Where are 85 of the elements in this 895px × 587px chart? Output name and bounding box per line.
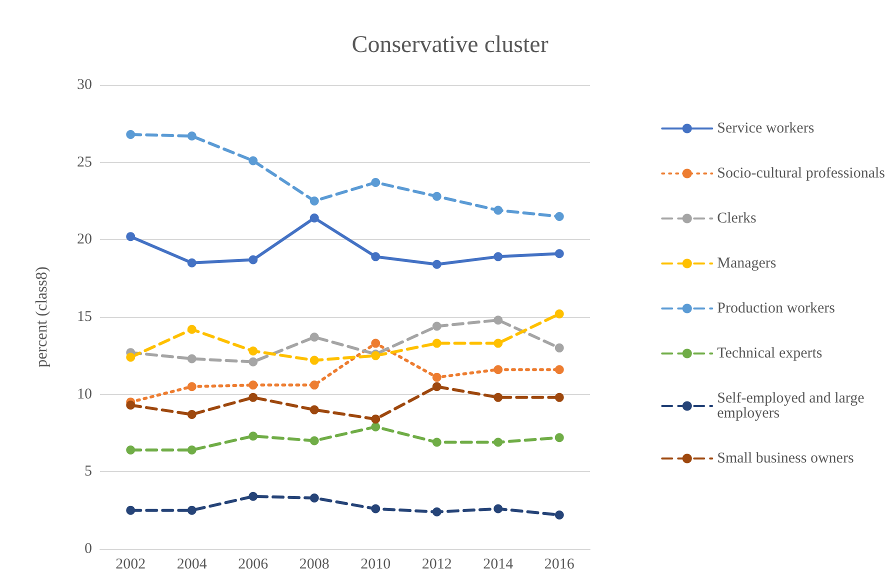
legend-label: Clerks: [717, 210, 756, 226]
x-tick-label: 2014: [483, 556, 514, 572]
point: [187, 258, 196, 268]
y-tick-label: 25: [77, 154, 92, 170]
point: [310, 332, 319, 342]
point: [554, 212, 564, 221]
point: [126, 446, 136, 455]
y-axis-title: percent (class8): [34, 266, 50, 368]
point: [310, 356, 319, 365]
point: [126, 506, 136, 515]
point: [248, 156, 258, 166]
point: [126, 352, 136, 362]
point: [187, 382, 196, 392]
point: [371, 252, 380, 262]
point: [310, 493, 319, 502]
point: [187, 446, 196, 455]
point: [554, 343, 564, 352]
x-tick-label: 2012: [422, 556, 452, 572]
point: [187, 410, 196, 419]
point: [248, 492, 258, 501]
point: [248, 432, 258, 441]
point: [432, 322, 442, 331]
point: [494, 316, 503, 325]
point: [310, 196, 319, 206]
legend-label: Service workers: [717, 120, 814, 136]
point: [554, 365, 564, 374]
x-tick-label: 2016: [544, 556, 575, 572]
point: [554, 510, 564, 520]
point: [187, 132, 196, 141]
point: [371, 178, 380, 187]
legend-label: Small business owners: [717, 450, 854, 466]
point: [432, 438, 442, 447]
point: [248, 392, 258, 402]
point: [494, 338, 503, 348]
point: [432, 507, 442, 516]
point: [554, 392, 564, 402]
x-tick-label: 2006: [238, 556, 269, 572]
point: [126, 232, 136, 242]
point: [554, 249, 564, 258]
point: [310, 380, 319, 390]
point: [432, 260, 442, 269]
point: [494, 504, 503, 514]
x-tick-label: 2002: [116, 556, 146, 572]
point: [371, 414, 380, 424]
point: [432, 192, 442, 201]
point: [432, 372, 442, 382]
legend-label: Socio-cultural professionals: [717, 166, 886, 182]
point: [310, 214, 319, 223]
chart-title: Conservative cluster: [352, 32, 548, 58]
point: [554, 433, 564, 442]
point: [432, 382, 442, 392]
point: [310, 436, 319, 446]
point: [371, 422, 380, 432]
y-tick-label: 0: [84, 541, 92, 557]
x-tick-label: 2010: [360, 556, 391, 572]
x-tick-label: 2004: [176, 556, 208, 572]
point: [371, 338, 380, 348]
point: [494, 392, 503, 402]
point: [187, 354, 196, 364]
point: [432, 338, 442, 348]
legend-label: Managers: [717, 256, 776, 272]
point: [248, 357, 258, 366]
point: [248, 346, 258, 356]
point: [126, 130, 136, 139]
point: [310, 405, 319, 414]
point: [248, 380, 258, 390]
y-tick-label: 5: [84, 464, 92, 480]
y-tick-label: 10: [77, 386, 92, 402]
point: [494, 365, 503, 374]
legend-label: Production workers: [717, 300, 836, 316]
y-tick-label: 20: [77, 232, 92, 248]
point: [187, 324, 196, 334]
point: [248, 255, 258, 264]
point: [126, 400, 136, 410]
point: [494, 438, 503, 447]
point: [494, 206, 503, 215]
y-tick-label: 15: [77, 309, 92, 325]
x-tick-label: 2008: [299, 556, 330, 572]
point: [554, 309, 564, 318]
legend-label: Self-employed and large employers: [717, 390, 868, 422]
point: [187, 506, 196, 515]
point: [371, 504, 380, 514]
y-tick-label: 30: [77, 77, 92, 93]
point: [494, 252, 503, 262]
legend-label: Technical experts: [717, 346, 822, 362]
